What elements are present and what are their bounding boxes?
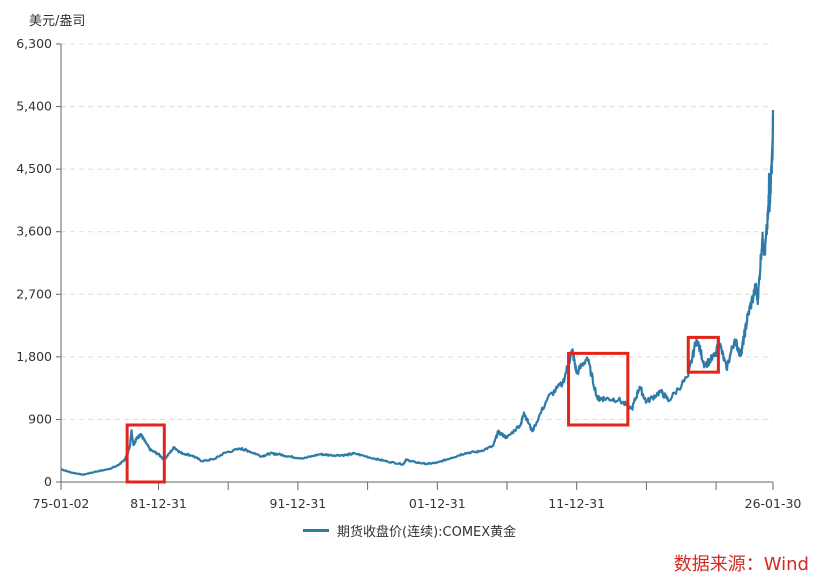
y-tick-label: 900 [28,411,52,426]
highlight-box [567,351,630,427]
x-tick-label: 75-01-02 [33,496,90,511]
x-tick-label: 81-12-31 [130,496,187,511]
x-tick-label: 01-12-31 [409,496,466,511]
source-note: 数据来源：Wind [673,554,809,575]
y-tick-label: 6,300 [16,36,52,51]
legend-swatch [303,529,329,532]
series-line [60,110,775,476]
y-tick-label: 3,600 [16,224,52,239]
highlight-box [686,335,720,374]
legend-label: 期货收盘价(连续):COMEX黄金 [337,525,517,540]
y-tick-label: 2,700 [16,286,52,301]
y-tick-label: 5,400 [16,99,52,114]
highlight-box [125,423,166,484]
x-tick-label: 26-01-30 [745,496,802,511]
y-tick-label: 1,800 [16,349,52,364]
legend[interactable]: 期货收盘价(连续):COMEX黄金 [303,521,516,540]
y-tick-label: 4,500 [16,161,52,176]
y-tick-label: 0 [44,474,52,489]
y-axis-unit-label: 美元/盎司 [29,14,86,29]
x-tick-label: 11-12-31 [548,496,605,511]
x-tick-label: 91-12-31 [270,496,327,511]
